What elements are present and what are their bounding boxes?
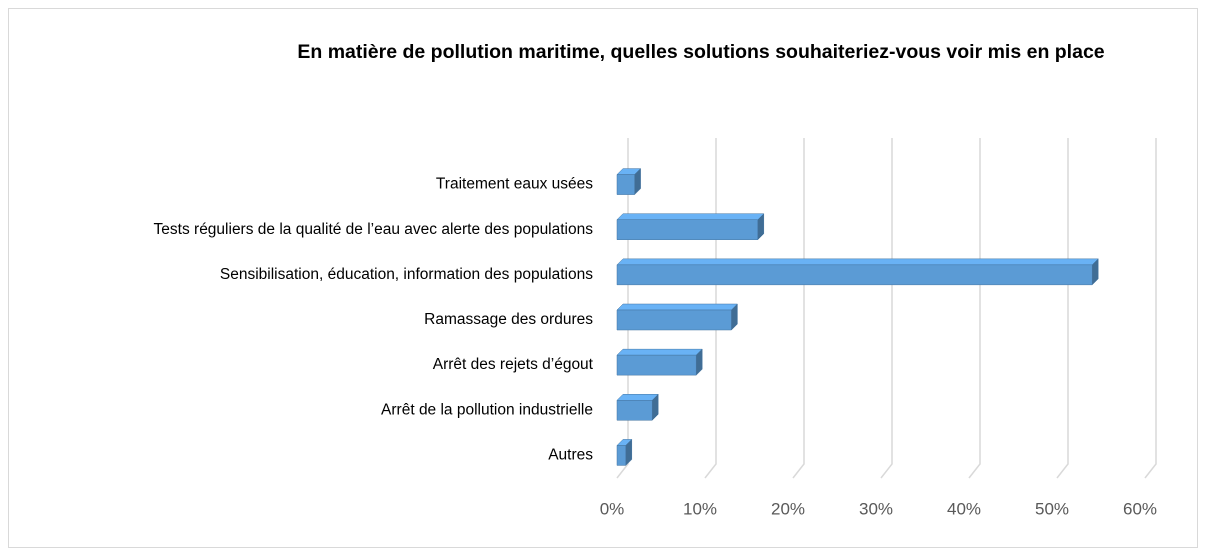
bar-front — [616, 400, 653, 421]
bar-front — [616, 445, 627, 466]
bar-front — [616, 219, 759, 240]
bar — [616, 167, 642, 196]
grid-line — [880, 138, 893, 479]
bar-top — [616, 394, 659, 401]
bar-top — [616, 303, 739, 311]
bar-front — [616, 264, 1093, 286]
grid-line — [616, 138, 629, 479]
y-tick-label: Arrêt de la pollution industrielle — [381, 401, 593, 418]
bar — [616, 393, 659, 421]
grid-line — [792, 138, 805, 479]
bar-top — [616, 348, 703, 356]
bar — [616, 213, 765, 241]
x-tick-label: 60% — [1123, 499, 1157, 518]
chart-title: En matière de pollution maritime, quelle… — [297, 41, 1105, 63]
x-tick-label: 30% — [859, 499, 893, 518]
bar-top — [616, 258, 1099, 266]
bar — [616, 258, 1099, 286]
bar — [616, 348, 703, 376]
chart: 0% 10% 20% 30% 40% 50% 60% Traitement eaux usée… — [154, 138, 1157, 518]
bar-top — [616, 213, 765, 220]
y-tick-label: Traitement eaux usées — [436, 176, 593, 193]
y-tick-label: Arrêt des rejets d’égout — [433, 356, 594, 373]
bar — [616, 438, 633, 467]
bar-front — [616, 354, 697, 376]
x-tick-label: 40% — [947, 499, 981, 518]
y-tick-label: Tests réguliers de la qualité de l’eau a… — [154, 221, 594, 238]
page: En matière de pollution maritime, quelle… — [8, 8, 1198, 548]
x-tick-label: 20% — [771, 499, 805, 518]
grid-line — [1144, 138, 1157, 479]
y-tick-label: Sensibilisation, éducation, information … — [220, 266, 593, 283]
y-tick-label: Ramassage des ordures — [424, 311, 593, 328]
grid-line — [704, 138, 717, 479]
x-tick-label: 0% — [600, 499, 625, 518]
bar — [616, 303, 739, 331]
y-tick-label: Autres — [548, 447, 593, 464]
x-tick-label: 10% — [683, 499, 717, 518]
grid-line — [1056, 138, 1069, 479]
bar-front — [616, 174, 635, 195]
bar-front — [616, 309, 732, 331]
x-tick-label: 50% — [1035, 499, 1069, 518]
grid-line — [968, 138, 981, 479]
